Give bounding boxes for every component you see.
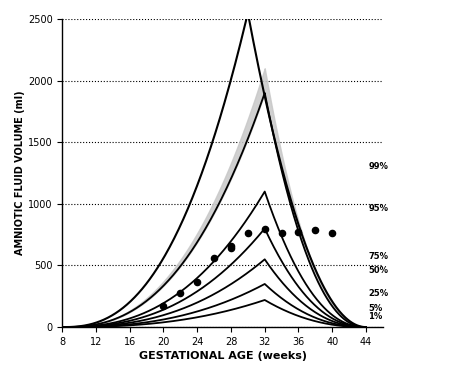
Text: 50%: 50%: [369, 266, 389, 275]
Point: [244, 230, 251, 237]
Point: [295, 229, 302, 235]
Text: 95%: 95%: [369, 204, 389, 213]
Text: 1%: 1%: [369, 312, 383, 320]
Point: [227, 243, 235, 249]
Point: [176, 290, 184, 296]
Point: [261, 226, 268, 232]
Y-axis label: AMNIOTIC FLUID VOLUME (ml): AMNIOTIC FLUID VOLUME (ml): [15, 91, 25, 255]
Point: [328, 230, 336, 237]
Point: [312, 227, 319, 233]
Point: [210, 255, 218, 261]
Point: [194, 279, 201, 285]
Point: [227, 245, 235, 251]
Text: 99%: 99%: [369, 162, 389, 171]
Text: 75%: 75%: [369, 252, 389, 261]
Point: [278, 230, 286, 237]
Point: [160, 303, 167, 309]
X-axis label: GESTATIONAL AGE (weeks): GESTATIONAL AGE (weeks): [139, 351, 307, 361]
Text: 5%: 5%: [369, 304, 383, 313]
Text: 25%: 25%: [369, 290, 389, 298]
